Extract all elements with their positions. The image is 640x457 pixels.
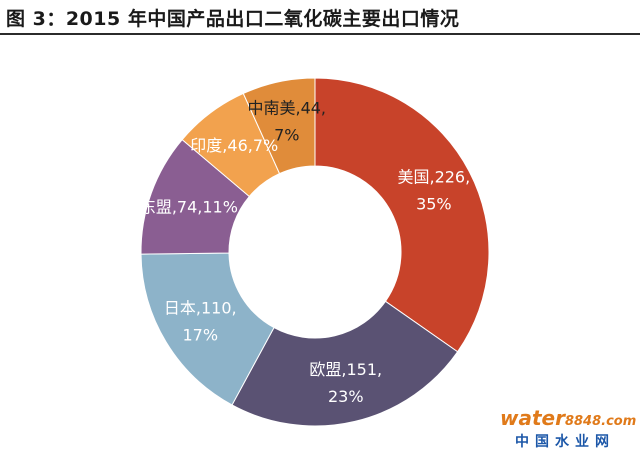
watermark-number: 8848 [564, 414, 602, 429]
slice-美国 [314, 77, 490, 353]
slice-中南美 [242, 77, 316, 175]
slice-label-美国: 美国,226, 35% [397, 168, 470, 214]
slice-label-欧盟: 欧盟,151, 23% [309, 360, 382, 406]
slice-label-中南美: 中南美,44, 7% [247, 99, 326, 145]
slice-欧盟 [231, 300, 459, 427]
watermark-cn: 中国水业网 [515, 434, 615, 450]
slice-label-印度: 印度,46,7% [190, 136, 278, 155]
title-divider [0, 33, 640, 35]
slice-label-东盟: 东盟,74,11% [140, 198, 238, 217]
watermark-logo: water8848.com 中国水业网 [500, 406, 636, 451]
watermark-suffix: .com [601, 414, 637, 429]
slice-日本 [140, 252, 275, 406]
chart-title: 图 3：2015 年中国产品出口二氧化碳主要出口情况 [6, 8, 460, 30]
slice-label-日本: 日本,110, 17% [164, 299, 237, 345]
watermark-brand: water [500, 406, 565, 430]
